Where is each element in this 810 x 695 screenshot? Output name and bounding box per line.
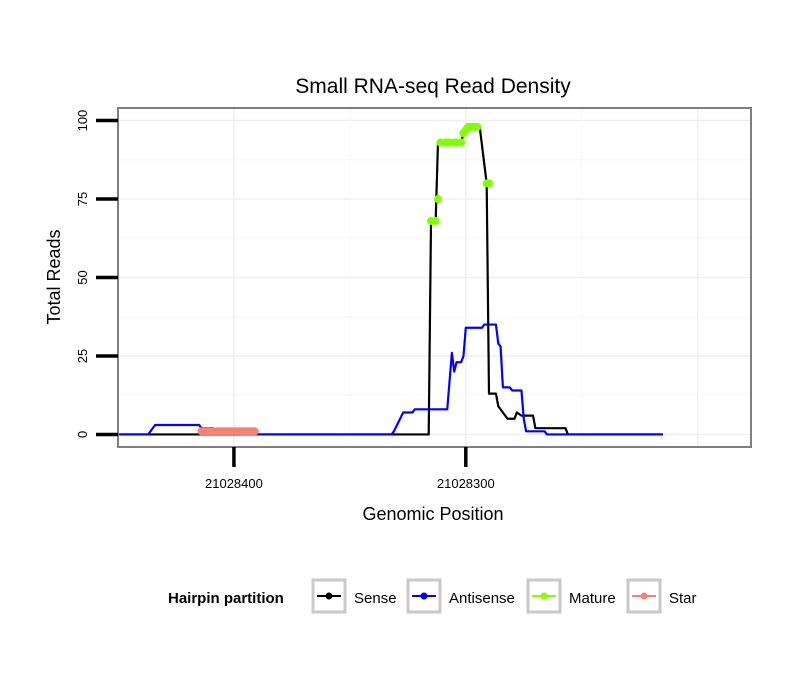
point-mature [473,122,482,131]
point-mature [457,138,466,147]
legend-key-dot [325,592,333,600]
legend-label: Sense [354,590,397,607]
legend-item-star: Star [626,578,697,614]
x-tick-label: 21028300 [437,476,495,491]
plot-panel [117,107,752,448]
legend-key-dot [420,592,428,600]
series-layer [118,122,663,436]
legend-label: Mature [569,590,616,607]
legend-key-dot [540,592,548,600]
grid-layer [118,108,751,447]
legend-item-mature: Mature [526,578,616,614]
legend: Hairpin partition Sense Antisense Mature St… [168,578,697,614]
y-tick-label: 25 [75,349,90,363]
y-axis: 0 25 50 75 100 [75,110,118,438]
legend-item-sense: Sense [311,578,397,614]
legend-items: Sense Antisense Mature Star [311,578,697,614]
y-axis-label: Total Reads [44,229,64,324]
y-tick-label: 0 [75,431,90,438]
y-tick-label: 100 [75,110,90,132]
point-star [250,427,259,436]
y-tick-label: 50 [75,270,90,284]
point-mature [433,195,442,204]
legend-title: Hairpin partition [168,590,284,607]
legend-label: Antisense [449,590,515,607]
series-line-sense [118,125,663,436]
legend-key-dot [640,592,648,600]
x-tick-label: 21028400 [205,476,263,491]
x-axis: 21028400 21028300 [205,447,495,491]
y-tick-label: 75 [75,192,90,206]
point-mature [431,217,440,225]
point-mature [484,179,493,188]
x-axis-label: Genomic Position [362,504,503,524]
legend-label: Star [669,590,697,607]
chart-title: Small RNA-seq Read Density [295,75,571,98]
legend-item-antisense: Antisense [406,578,515,614]
